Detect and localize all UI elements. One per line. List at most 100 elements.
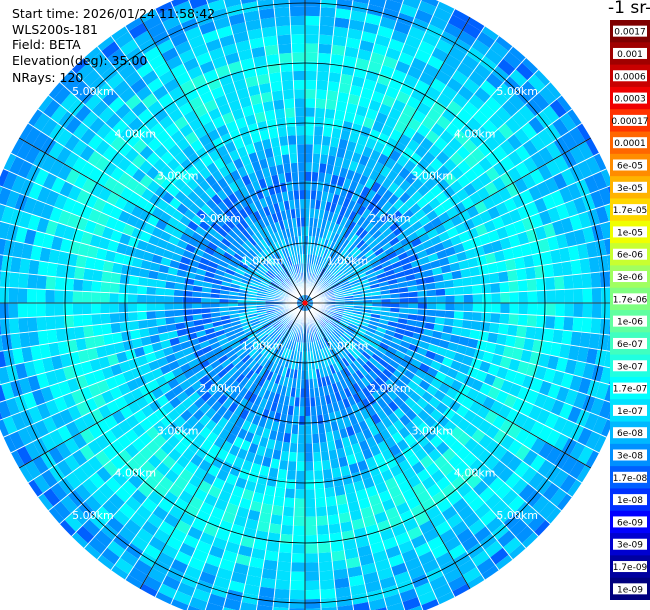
data-cell [482, 119, 498, 136]
data-cell [506, 455, 523, 473]
data-cell [19, 258, 31, 274]
data-cell [432, 7, 453, 23]
data-cell [344, 268, 354, 277]
data-cell [543, 367, 556, 384]
data-cell [257, 595, 275, 607]
data-cell [356, 215, 367, 227]
ray-gap [311, 307, 573, 498]
data-cell [525, 266, 536, 280]
data-cell [28, 109, 44, 127]
data-cell [329, 231, 337, 242]
data-cell [563, 316, 574, 332]
data-cell [57, 250, 69, 266]
data-cell [254, 364, 264, 375]
data-cell [333, 256, 342, 266]
data-cell [86, 245, 99, 259]
data-cell [212, 116, 226, 129]
data-cell [248, 382, 258, 393]
data-cell [223, 345, 234, 355]
data-cell [516, 325, 527, 338]
data-cell [234, 476, 248, 489]
data-cell [292, 264, 298, 274]
data-cell [399, 340, 411, 349]
data-cell [586, 379, 601, 398]
data-cell [156, 317, 167, 327]
data-cell [285, 278, 293, 287]
data-cell [27, 273, 38, 289]
data-cell [305, 144, 314, 154]
data-cell [101, 323, 112, 336]
data-cell [174, 315, 185, 324]
data-cell [170, 527, 188, 543]
data-cell [293, 516, 305, 526]
data-cell [585, 241, 598, 259]
data-cell [404, 172, 418, 185]
data-cell [64, 437, 80, 455]
data-cell [235, 330, 246, 338]
data-cell [298, 180, 305, 191]
data-cell [414, 512, 431, 527]
data-cell [110, 424, 125, 440]
data-cell [116, 242, 128, 255]
data-cell [404, 421, 418, 434]
data-cell [472, 284, 482, 295]
data-cell [235, 553, 252, 566]
data-cell [385, 47, 402, 61]
data-cell [287, 349, 293, 360]
data-cell [352, 202, 362, 214]
data-cell [357, 497, 372, 510]
data-cell [372, 299, 382, 303]
data-cell [564, 200, 579, 218]
data-cell [590, 318, 601, 334]
data-cell [558, 343, 571, 359]
data-cell [526, 314, 537, 328]
data-cell [537, 164, 553, 181]
data-cell [290, 331, 296, 341]
data-cell [364, 330, 375, 338]
data-cell [206, 332, 217, 341]
range-ring-label: 4.00km [115, 127, 157, 140]
data-cell [428, 396, 441, 409]
data-cell [244, 114, 257, 126]
colorbar-label: 6e-08 [617, 429, 643, 439]
data-cell [319, 257, 325, 267]
data-cell [64, 513, 83, 532]
ray-gap [309, 35, 500, 297]
data-cell [284, 488, 296, 499]
data-cell [468, 495, 485, 512]
data-cell [45, 316, 56, 331]
data-cell [227, 401, 239, 414]
data-cell [248, 315, 259, 321]
data-cell [233, 78, 248, 91]
data-cell [128, 311, 138, 322]
data-cell [365, 360, 376, 370]
data-cell [368, 369, 379, 381]
data-cell [216, 124, 230, 137]
data-cell [349, 350, 359, 360]
data-cell [27, 374, 41, 392]
data-cell [202, 215, 215, 227]
data-cell [275, 274, 284, 283]
data-cell [130, 54, 149, 71]
data-cell [73, 173, 89, 190]
data-cell [255, 149, 267, 161]
data-cell [434, 70, 452, 86]
data-cell [347, 384, 357, 396]
data-cell [361, 397, 372, 409]
data-cell [491, 376, 505, 390]
data-cell [569, 441, 586, 461]
data-cell [245, 329, 255, 337]
data-cell [140, 8, 158, 23]
data-cell [427, 55, 444, 71]
data-cell [443, 317, 454, 327]
data-cell [217, 416, 229, 429]
data-cell [212, 251, 224, 261]
data-cell [153, 62, 171, 78]
data-cell [331, 331, 340, 340]
data-cell [578, 211, 592, 229]
colorbar-label-bg [613, 583, 647, 595]
data-cell [111, 262, 123, 274]
data-cell [233, 211, 244, 223]
data-cell [331, 353, 339, 363]
data-cell [305, 116, 315, 127]
